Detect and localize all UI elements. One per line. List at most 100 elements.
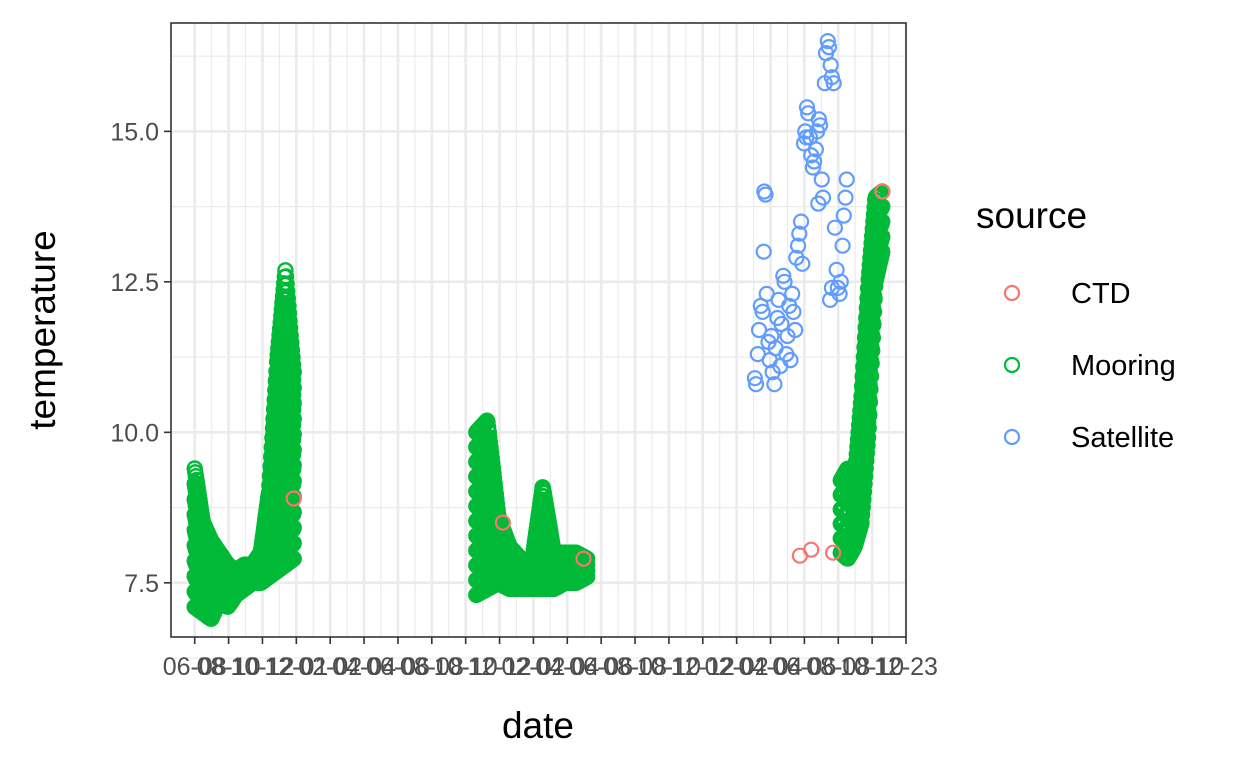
data-point-mooring xyxy=(480,423,497,441)
x-tick-label: 04-04 xyxy=(535,653,599,681)
legend-item-ctd: CTD xyxy=(1003,278,1131,310)
x-tick-label: 12-01 xyxy=(264,653,328,681)
data-point-mooring xyxy=(284,356,302,373)
legend-label: Satellite xyxy=(1071,422,1174,454)
x-tick-label: 06-06 xyxy=(366,653,430,681)
data-point-satellite xyxy=(810,111,828,128)
data-point-satellite xyxy=(755,243,772,260)
data-point-mooring xyxy=(285,535,302,552)
x-tick-label: 04-04 xyxy=(739,653,803,681)
x-tick-label: 12-12 xyxy=(468,653,532,681)
x-tick-label: 02-02 xyxy=(298,653,362,681)
data-point-satellite xyxy=(838,171,855,188)
data-point-mooring xyxy=(858,452,875,469)
x-axis: 06-0808-1010-1212-0102-0204-0406-0608-08… xyxy=(163,637,938,681)
data-point-mooring xyxy=(482,444,500,461)
data-point-satellite xyxy=(746,370,764,387)
data-point-mooring xyxy=(857,460,874,477)
data-point-mooring xyxy=(285,395,302,412)
x-tick-label: 02-02 xyxy=(501,653,565,681)
y-axis: 7.5 10.0 12.5 15.0 xyxy=(110,118,171,598)
legend-item-mooring: Mooring xyxy=(1003,350,1176,382)
x-tick-label: 08-08 xyxy=(603,653,667,681)
data-point-satellite xyxy=(775,267,792,284)
y-axis-title: temperature xyxy=(22,230,63,430)
data-point-satellite xyxy=(821,291,839,308)
x-tick-label: 06-06 xyxy=(569,653,633,681)
data-point-mooring xyxy=(853,514,870,531)
data-point-mooring xyxy=(487,485,504,503)
data-point-mooring xyxy=(285,410,302,427)
y-tick-label: 12.5 xyxy=(110,269,159,297)
data-point-satellite xyxy=(823,279,841,296)
data-point-satellite xyxy=(837,189,854,206)
x-tick-label: 06-06 xyxy=(772,653,836,681)
data-point-mooring xyxy=(285,457,302,474)
x-tick-label: 10-10 xyxy=(637,653,701,681)
x-tick-label: 12-23 xyxy=(874,653,938,681)
data-point-satellite xyxy=(791,225,808,242)
data-point-satellite xyxy=(787,321,804,339)
legend-title: source xyxy=(976,195,1087,236)
data-point-satellite xyxy=(805,153,823,170)
data-point-satellite xyxy=(766,376,783,393)
data-point-satellite xyxy=(826,219,844,236)
x-tick-label: 10-10 xyxy=(434,653,498,681)
data-point-ctd xyxy=(803,541,820,558)
y-tick-label: 7.5 xyxy=(124,570,159,598)
data-point-mooring xyxy=(484,454,501,472)
data-point-mooring xyxy=(486,475,503,492)
x-tick-label: 08-08 xyxy=(400,653,464,681)
series-mooring xyxy=(186,183,891,627)
data-point-satellite xyxy=(807,141,825,158)
legend-key-mooring xyxy=(1003,356,1021,374)
data-point-satellite xyxy=(813,171,830,188)
data-point-satellite xyxy=(810,195,827,212)
x-tick-label: 12-12 xyxy=(671,653,735,681)
data-point-ctd xyxy=(494,514,511,531)
data-point-satellite xyxy=(835,207,852,224)
x-tick-label: 02-02 xyxy=(705,653,769,681)
data-point-mooring xyxy=(285,363,302,381)
x-tick-label: 10-10 xyxy=(840,653,904,681)
plot-border xyxy=(170,22,907,638)
data-point-satellite xyxy=(784,285,801,302)
data-point-satellite xyxy=(785,303,802,320)
data-point-satellite xyxy=(834,237,851,254)
data-point-mooring xyxy=(578,568,596,585)
data-point-satellite xyxy=(820,38,838,56)
series-ctd xyxy=(285,183,891,567)
series-satellite xyxy=(746,32,855,393)
data-point-satellite xyxy=(825,75,842,92)
data-point-satellite xyxy=(792,213,810,230)
data-point-mooring xyxy=(285,441,302,459)
data-point-ctd xyxy=(824,544,842,561)
data-point-mooring xyxy=(481,434,499,451)
data-point-ctd xyxy=(285,490,302,507)
x-tick-label: 06-08 xyxy=(163,653,227,681)
data-point-mooring xyxy=(856,468,874,485)
x-tick-label: 08-10 xyxy=(197,653,261,681)
data-point-satellite xyxy=(804,159,822,176)
data-point-satellite xyxy=(794,255,811,272)
data-point-satellite xyxy=(822,56,839,74)
data-point-mooring xyxy=(285,472,302,490)
data-point-satellite xyxy=(782,352,799,369)
data-point-ctd xyxy=(575,550,592,567)
x-axis-title: date xyxy=(502,705,574,746)
legend-key-ctd xyxy=(1003,284,1021,302)
data-point-mooring xyxy=(479,413,496,430)
data-point-mooring xyxy=(285,550,302,567)
data-point-satellite xyxy=(754,303,771,320)
data-point-satellite xyxy=(811,117,829,134)
legend-item-satellite: Satellite xyxy=(1003,422,1174,454)
data-point-satellite xyxy=(798,99,816,116)
data-point-satellite xyxy=(798,129,815,146)
data-point-mooring xyxy=(285,379,302,396)
legend-label: Mooring xyxy=(1071,350,1176,382)
y-tick-label: 10.0 xyxy=(110,419,159,447)
data-point-mooring xyxy=(485,465,502,482)
y-tick-label: 15.0 xyxy=(110,118,159,146)
x-tick-label: 10-12 xyxy=(230,653,294,681)
